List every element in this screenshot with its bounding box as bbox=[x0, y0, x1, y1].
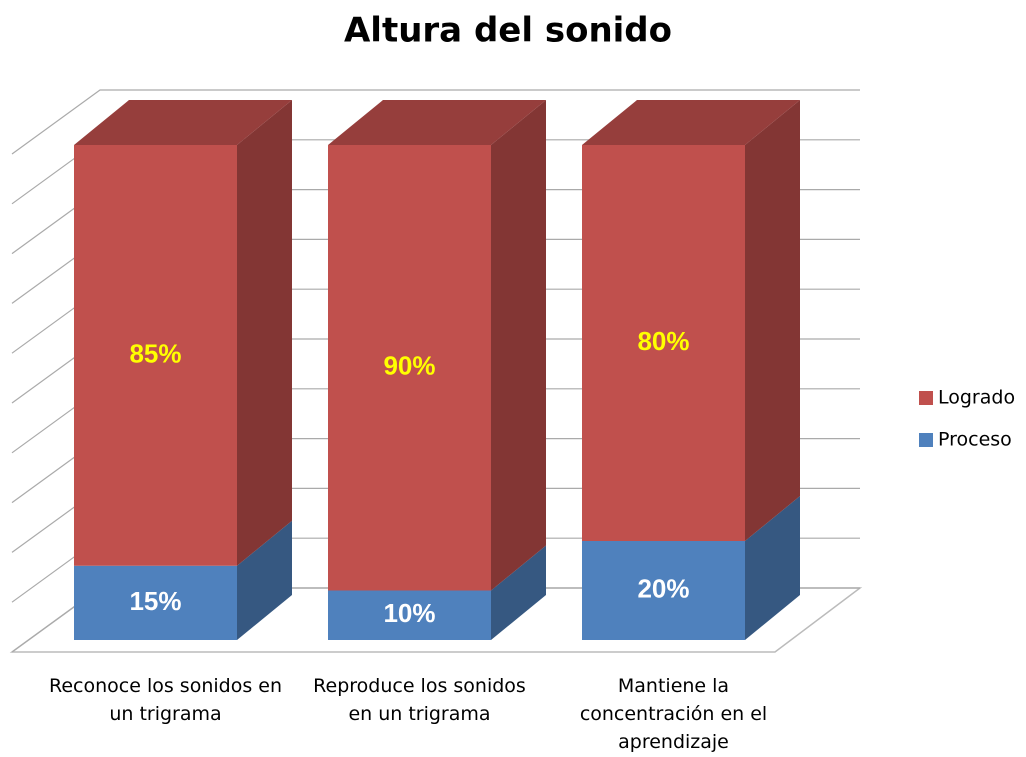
data-label: 15% bbox=[129, 586, 181, 616]
bar-side bbox=[491, 100, 546, 591]
bar-front bbox=[74, 145, 237, 566]
bar-top bbox=[74, 100, 292, 145]
data-label: 20% bbox=[637, 573, 689, 603]
bar-side bbox=[745, 496, 800, 640]
bar-segment bbox=[582, 100, 800, 541]
legend-label: Proceso bbox=[938, 429, 1012, 451]
x-tick-label: Mantiene la concentración en el aprendiz… bbox=[579, 675, 768, 753]
legend-label: Logrado bbox=[938, 387, 1015, 409]
bar-front bbox=[328, 590, 491, 640]
legend-swatch bbox=[919, 391, 933, 405]
bar-top bbox=[582, 100, 800, 145]
chart-title: Altura del sonido bbox=[344, 11, 672, 51]
x-tick-label: Reconoce los sonidos en un trigrama bbox=[49, 675, 282, 725]
data-label: 80% bbox=[637, 326, 689, 356]
bar-segment bbox=[74, 100, 292, 566]
bar-segment bbox=[328, 545, 546, 640]
bar-segment bbox=[328, 100, 546, 591]
x-tick-label: Reproduce los sonidos en un trigrama bbox=[313, 675, 526, 725]
bar-front bbox=[582, 541, 745, 640]
bar-segment bbox=[74, 520, 292, 640]
grid-line bbox=[11, 89, 860, 155]
bar-side bbox=[237, 100, 292, 566]
legend-swatch bbox=[919, 433, 933, 447]
data-label: 10% bbox=[383, 598, 435, 628]
bar-side bbox=[491, 545, 546, 640]
bar-front bbox=[74, 565, 237, 640]
bar-segment bbox=[582, 496, 800, 640]
data-label: 85% bbox=[129, 338, 181, 368]
bar-front bbox=[328, 145, 491, 591]
bar-side bbox=[745, 100, 800, 541]
bar-top bbox=[328, 100, 546, 145]
bar-side bbox=[237, 520, 292, 640]
data-label: 90% bbox=[383, 351, 435, 381]
bar-front bbox=[582, 145, 745, 541]
